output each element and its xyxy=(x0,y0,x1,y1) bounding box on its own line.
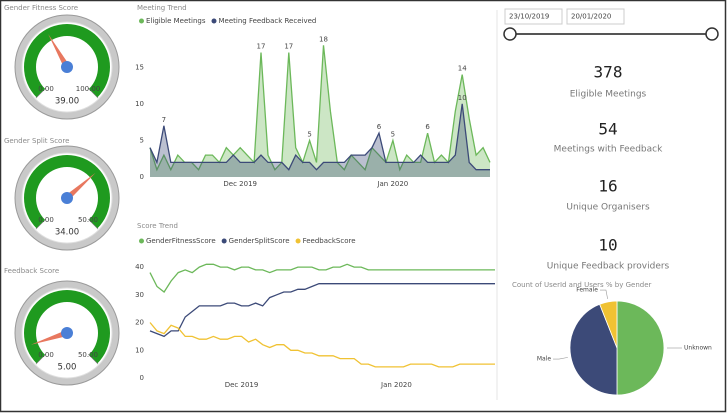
gauge-min-label: 0.00 xyxy=(38,216,54,224)
y-tick-label: 15 xyxy=(135,63,144,71)
gauge-band xyxy=(24,155,111,229)
y-tick-label: 0 xyxy=(140,374,144,382)
kpi-value: 16 xyxy=(598,177,617,196)
chart-title: Score Trend xyxy=(137,222,178,230)
data-label: 7 xyxy=(162,116,166,124)
gauge-hub xyxy=(61,61,73,73)
gauge-needle xyxy=(65,172,96,201)
y-tick-label: 10 xyxy=(135,100,144,108)
kpi-label: Unique Organisers xyxy=(566,203,650,213)
gauge-min-label: 0.00 xyxy=(38,351,54,359)
gauge-hub xyxy=(61,192,73,204)
kpi-value: 378 xyxy=(594,63,623,82)
date-box[interactable] xyxy=(566,8,625,25)
gauge-tick xyxy=(35,354,46,365)
gauge-band xyxy=(24,289,111,364)
legend-swatch xyxy=(139,238,144,244)
pie-label: Unknown xyxy=(684,345,712,352)
line xyxy=(149,322,495,368)
pie-slice xyxy=(599,300,618,349)
y-tick-label: 5 xyxy=(140,136,144,144)
date-value[interactable]: 20/01/2020 xyxy=(571,13,611,21)
gauge-band xyxy=(24,24,111,98)
gauge-title: Feedback Score xyxy=(4,267,59,275)
data-label: 18 xyxy=(319,35,328,43)
legend-swatch xyxy=(295,238,301,244)
line xyxy=(149,283,495,338)
pie-label: Male xyxy=(537,356,552,363)
pie-slice xyxy=(569,303,618,396)
gauge-tick xyxy=(88,219,99,230)
gauge-value: 34.00 xyxy=(55,228,79,238)
chart-title: Meeting Trend xyxy=(137,4,187,12)
area-line xyxy=(149,103,490,171)
line xyxy=(149,263,495,293)
legend-label: FeedbackScore xyxy=(303,237,356,245)
x-tick-label: Dec 2019 xyxy=(225,381,259,389)
legend-label: GenderFitnessScore xyxy=(146,237,216,245)
gauge-needle xyxy=(30,330,68,345)
area-fill xyxy=(150,103,490,177)
gauge-max-label: 100.00 xyxy=(76,85,101,93)
pie-label: Female xyxy=(576,287,598,294)
data-label: 17 xyxy=(257,43,266,51)
date-value[interactable]: 23/10/2019 xyxy=(509,13,549,21)
legend-swatch xyxy=(211,18,217,24)
legend-label: Meeting Feedback Received xyxy=(219,17,317,25)
y-tick-label: 10 xyxy=(135,346,144,354)
data-label: 10 xyxy=(458,94,467,102)
kpi-label: Eligible Meetings xyxy=(570,90,647,100)
y-tick-label: 20 xyxy=(135,319,144,327)
data-label: 14 xyxy=(458,65,467,73)
gauge-min-label: 0.00 xyxy=(38,85,54,93)
gauge-tick xyxy=(35,88,46,99)
date-box[interactable] xyxy=(504,8,563,25)
gauge-hub xyxy=(61,327,73,339)
gauge-needle xyxy=(48,33,70,69)
gauge-max-label: 50.00 xyxy=(78,351,98,359)
gauge-value: 39.00 xyxy=(55,97,79,107)
legend-swatch xyxy=(221,238,227,244)
data-label: 5 xyxy=(307,130,311,138)
gauge-value: 5.00 xyxy=(58,363,77,373)
pie-slice xyxy=(616,300,665,396)
gauge-tick xyxy=(88,88,99,99)
x-tick-label: Jan 2020 xyxy=(376,180,408,188)
data-label: 5 xyxy=(391,130,395,138)
slider-handle[interactable] xyxy=(705,27,719,41)
gauge-title: Gender Split Score xyxy=(4,137,69,145)
x-tick-label: Dec 2019 xyxy=(223,180,257,188)
legend-swatch xyxy=(139,18,144,24)
data-label: 6 xyxy=(425,123,430,131)
x-tick-label: Jan 2020 xyxy=(380,381,412,389)
kpi-label: Unique Feedback providers xyxy=(547,262,670,272)
data-label: 6 xyxy=(377,123,382,131)
data-label: 17 xyxy=(284,43,293,51)
y-tick-label: 0 xyxy=(140,173,144,181)
gauge-title: Gender Fitness Score xyxy=(4,4,78,12)
area-line xyxy=(149,45,491,172)
kpi-value: 54 xyxy=(598,120,617,139)
gauge-max-label: 50.00 xyxy=(78,216,98,224)
y-tick-label: 40 xyxy=(135,263,144,271)
slider-handle[interactable] xyxy=(503,27,517,41)
leader-line xyxy=(599,289,608,299)
y-tick-label: 30 xyxy=(135,291,144,299)
gauge-tick xyxy=(88,354,99,365)
legend-label: Eligible Meetings xyxy=(146,17,206,25)
leader-line xyxy=(553,357,568,360)
gauge-tick xyxy=(35,219,46,230)
kpi-value: 10 xyxy=(598,236,617,255)
kpi-label: Meetings with Feedback xyxy=(554,145,663,155)
chart-title: Count of UserId and Users % by Gender xyxy=(512,281,652,289)
legend-label: GenderSplitScore xyxy=(229,237,290,245)
